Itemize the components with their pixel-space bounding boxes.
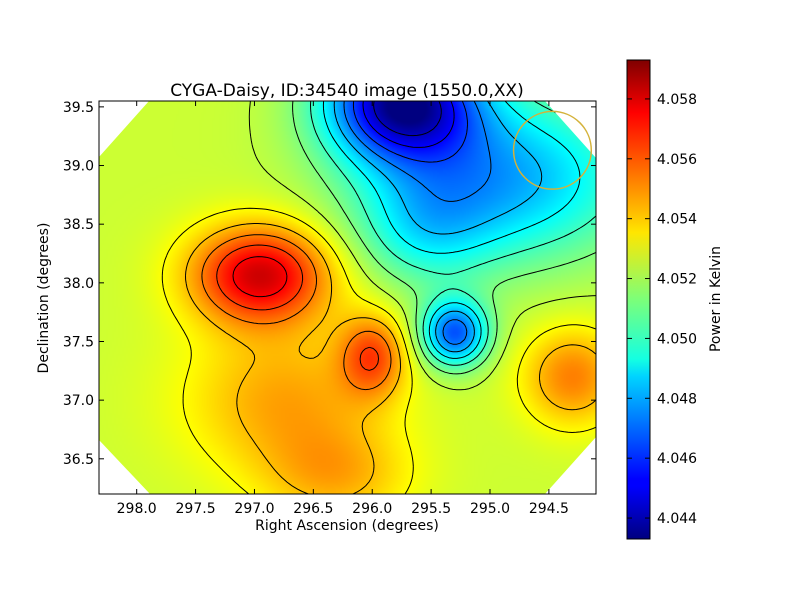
contour-line bbox=[322, 101, 581, 359]
colorbar-tick-label: 4.044 bbox=[657, 511, 697, 527]
x-axis-label: Right Ascension (degrees) bbox=[255, 518, 439, 534]
contour-line bbox=[352, 101, 468, 163]
colorbar-label: Power in Kelvin bbox=[708, 246, 724, 352]
colorbar-tick-label: 4.050 bbox=[657, 331, 697, 347]
y-tick-label: 39.5 bbox=[63, 100, 94, 116]
colorbar-ticks: 4.044 4.046 4.048 4.050 4.052 4.054 4.056 4.058 bbox=[627, 92, 697, 527]
plot-area bbox=[99, 101, 596, 494]
contour-line bbox=[185, 223, 596, 494]
chart-title: CYGA-Daisy, ID:34540 image (1550.0,XX) bbox=[170, 81, 524, 101]
contour-line bbox=[201, 234, 392, 391]
colorbar-tick-label: 4.046 bbox=[657, 451, 697, 467]
colorbar-tick-label: 4.048 bbox=[657, 391, 697, 407]
x-tick-label: 298.0 bbox=[117, 501, 157, 517]
colorbar-tick-label: 4.058 bbox=[657, 92, 697, 108]
x-axis-ticks: 298.0 297.5 297.0 296.5 296.0 295.5 295.0 294.5 bbox=[117, 101, 569, 517]
beam-marker bbox=[512, 110, 593, 190]
y-tick-label: 38.0 bbox=[63, 276, 94, 292]
y-tick-label: 37.0 bbox=[63, 393, 94, 409]
x-tick-label: 296.0 bbox=[352, 501, 392, 517]
x-tick-label: 297.5 bbox=[176, 501, 216, 517]
x-tick-label: 294.5 bbox=[529, 501, 569, 517]
observation-mask bbox=[99, 101, 149, 157]
y-tick-label: 39.0 bbox=[63, 159, 94, 175]
x-tick-label: 296.5 bbox=[293, 501, 333, 517]
colorbar bbox=[626, 59, 651, 540]
contour-line bbox=[161, 207, 596, 494]
plot-frame bbox=[98, 100, 597, 495]
x-tick-label: 295.5 bbox=[411, 501, 451, 517]
contour-line bbox=[248, 101, 596, 391]
x-tick-label: 295.0 bbox=[470, 501, 510, 517]
heatmap-image bbox=[99, 101, 596, 494]
colorbar-tick-label: 4.054 bbox=[657, 212, 697, 228]
observation-mask bbox=[99, 440, 150, 494]
contour-line bbox=[292, 101, 596, 375]
contour-line bbox=[333, 101, 543, 353]
x-tick-label: 297.0 bbox=[234, 501, 274, 517]
y-tick-label: 37.5 bbox=[63, 334, 94, 350]
contour-line bbox=[373, 101, 442, 137]
contour-line bbox=[343, 101, 492, 345]
y-tick-label: 36.5 bbox=[63, 452, 94, 468]
contour-lines bbox=[161, 101, 596, 494]
y-tick-label: 38.5 bbox=[63, 217, 94, 233]
colorbar-tick-label: 4.052 bbox=[657, 272, 697, 288]
observation-mask bbox=[545, 437, 596, 494]
contour-line bbox=[232, 256, 288, 298]
y-axis-ticks: 36.5 37.0 37.5 38.0 38.5 39.0 39.5 bbox=[63, 100, 596, 468]
contour-line bbox=[216, 244, 379, 371]
observation-mask bbox=[545, 101, 596, 158]
y-axis-label: Declination (degrees) bbox=[36, 223, 52, 374]
colorbar-tick-label: 4.056 bbox=[657, 152, 697, 168]
contour-line bbox=[362, 101, 455, 148]
